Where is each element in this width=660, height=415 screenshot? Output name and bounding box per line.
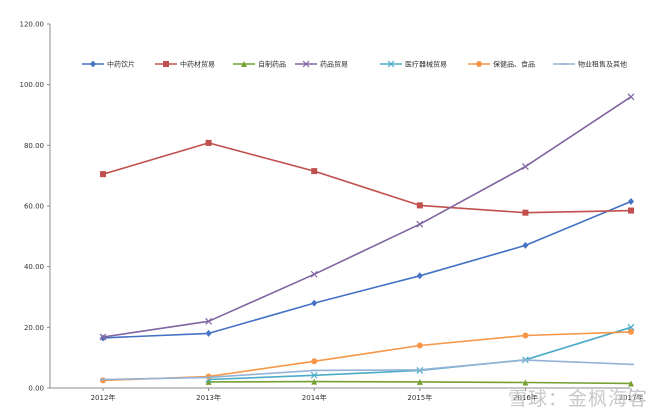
data-point	[627, 323, 635, 331]
data-point	[628, 363, 634, 366]
data-point	[416, 220, 424, 228]
data-point	[522, 332, 529, 339]
legend-item: 医疗器械贸易	[380, 60, 447, 69]
data-point	[99, 333, 107, 341]
data-point	[628, 207, 634, 214]
y-tick-label: 60.00	[24, 203, 44, 211]
series-line	[102, 96, 632, 338]
x-tick-label: 2013年	[196, 393, 221, 402]
data-point	[310, 371, 318, 379]
series-line	[102, 359, 632, 381]
legend-item: 药品贸易	[295, 60, 348, 69]
series-6	[100, 328, 634, 384]
legend-label: 医疗器械贸易	[405, 60, 447, 69]
legend-item: 物业租售及其他	[553, 60, 627, 69]
data-point	[416, 342, 423, 349]
x-tick-label: 2014年	[302, 393, 327, 402]
data-point	[205, 378, 212, 385]
legend-label: 物业租售及其他	[578, 60, 627, 69]
legend-item: 中药材贸易	[155, 60, 215, 69]
data-point	[476, 61, 482, 67]
data-point	[205, 317, 213, 325]
data-point	[241, 61, 247, 67]
data-point	[628, 380, 634, 387]
data-point	[205, 376, 212, 379]
data-point	[522, 359, 529, 361]
data-point	[310, 270, 318, 278]
series-line	[208, 326, 632, 381]
data-point	[311, 299, 318, 307]
data-point	[416, 202, 423, 209]
series-line	[102, 142, 632, 214]
data-point	[100, 378, 106, 381]
data-point	[205, 139, 212, 146]
data-point	[311, 168, 318, 175]
y-tick-label: 80.00	[24, 142, 44, 150]
data-point	[100, 377, 106, 384]
watermark-text: 雪球：金枫海客	[507, 388, 648, 410]
chart-axes: 0.00 20.00 40.00 60.00 80.00 100.00 120.00 2012…	[20, 21, 644, 403]
y-tick-label: 0.00	[28, 385, 44, 393]
data-point	[302, 60, 310, 68]
y-tick-label: 40.00	[24, 263, 44, 271]
legend-item: 中药饮片	[82, 60, 135, 69]
data-point	[311, 369, 318, 372]
series-line	[102, 200, 632, 339]
x-tick-label: 2017年	[619, 393, 644, 402]
data-point	[416, 378, 423, 385]
data-point	[628, 328, 634, 335]
data-point	[100, 171, 106, 178]
x-tick-label: 2012年	[91, 393, 116, 402]
data-point	[311, 358, 318, 365]
series-4	[99, 93, 635, 341]
series-7	[100, 359, 634, 381]
legend-label: 中药饮片	[107, 60, 135, 69]
chart-legend: 中药饮片 中药材贸易 自制药品 药品贸易 医疗器械贸易 保健品、食品 物业租售及其他	[82, 60, 627, 69]
data-point	[311, 378, 318, 385]
y-tick-label: 100.00	[20, 81, 45, 89]
data-point	[522, 379, 529, 386]
legend-item: 自制药品	[233, 60, 286, 69]
legend-label: 药品贸易	[320, 60, 348, 69]
legend-label: 自制药品	[258, 60, 286, 69]
data-point	[416, 272, 423, 280]
x-tick-label: 2016年	[513, 393, 538, 402]
data-point	[522, 209, 529, 216]
y-tick-label: 20.00	[24, 324, 44, 332]
data-point	[90, 60, 96, 68]
data-point	[205, 329, 212, 337]
data-point	[522, 241, 529, 249]
series-2	[100, 139, 634, 216]
series-1	[100, 197, 634, 342]
legend-label: 中药材贸易	[180, 60, 215, 69]
legend-label: 保健品、食品	[493, 60, 535, 69]
data-point	[416, 369, 423, 371]
y-tick-label: 120.00	[20, 21, 45, 29]
data-point	[521, 163, 529, 170]
data-point	[163, 61, 169, 67]
x-tick-label: 2015年	[407, 393, 432, 402]
legend-item: 保健品、食品	[468, 60, 535, 69]
data-point	[387, 60, 395, 68]
series-3	[205, 378, 634, 387]
data-point	[628, 197, 634, 205]
data-point	[561, 63, 567, 65]
chart-series	[99, 93, 635, 387]
data-point	[627, 93, 635, 101]
